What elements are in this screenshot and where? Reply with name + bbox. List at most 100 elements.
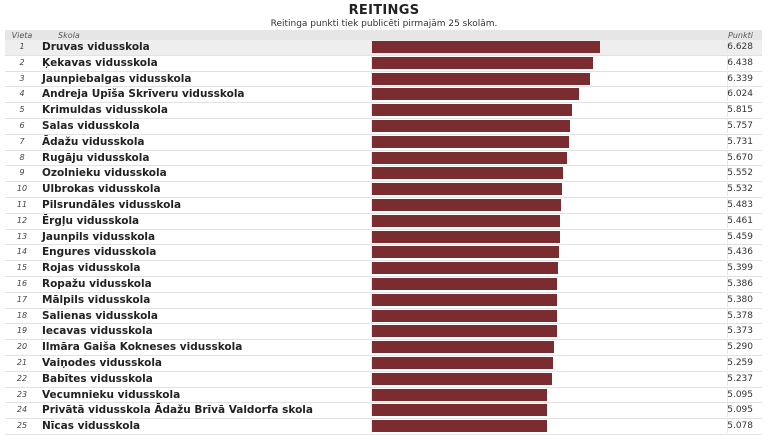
score-bar — [372, 420, 547, 433]
row-points: 5.731 — [727, 136, 753, 147]
row-bar-cell — [371, 419, 728, 434]
score-bar — [372, 388, 547, 401]
ranking-table: 1 Druvas vidusskola 6.628 2 Ķekavas vidussko… — [5, 40, 762, 435]
row-rank: 7 — [19, 136, 25, 146]
score-bar — [372, 167, 563, 180]
table-row: 7 Ādažu vidusskola 5.731 — [5, 134, 762, 151]
score-bar — [372, 230, 560, 243]
row-rank: 25 — [16, 421, 28, 431]
table-row: 14 Engures vidusskola 5.436 — [5, 245, 762, 262]
row-rank: 24 — [16, 405, 28, 415]
row-bar-cell — [371, 197, 728, 212]
row-school-name: Andreja Upīša Skrīveru vidusskola — [42, 88, 245, 101]
row-rank: 23 — [16, 389, 28, 399]
row-rank: 14 — [16, 247, 28, 257]
score-bar — [372, 325, 557, 338]
row-bar-cell — [371, 87, 728, 102]
row-school-name: Ropažu vidusskola — [42, 277, 152, 290]
row-school-name: Salas vidusskola — [42, 119, 140, 132]
score-bar — [372, 404, 547, 417]
row-points: 5.815 — [727, 105, 753, 116]
row-points: 5.237 — [727, 373, 753, 384]
row-points: 5.757 — [727, 120, 753, 131]
row-bar-cell — [371, 308, 728, 323]
row-rank: 13 — [16, 231, 28, 241]
score-bar — [372, 56, 593, 69]
row-bar-cell — [371, 276, 728, 291]
score-bar — [372, 104, 572, 117]
row-school-name: Salienas vidusskola — [42, 309, 158, 322]
row-school-name: Ozolnieku vidusskola — [42, 167, 167, 180]
row-rank: 2 — [19, 57, 25, 67]
table-row: 13 Jaunpils vidusskola 5.459 — [5, 229, 762, 246]
table-row: 4 Andreja Upīša Skrīveru vidusskola 6.024 — [5, 87, 762, 104]
row-rank: 12 — [16, 215, 28, 225]
row-bar-cell — [371, 324, 728, 339]
row-school-name: Mālpils vidusskola — [42, 293, 151, 306]
row-points: 5.483 — [727, 199, 753, 210]
table-row: 18 Salienas vidusskola 5.378 — [5, 308, 762, 325]
score-bar — [372, 262, 558, 275]
table-row: 1 Druvas vidusskola 6.628 — [5, 40, 762, 56]
table-row: 24 Privātā vidusskola Ādažu Brīvā Valdorf… — [5, 403, 762, 420]
table-row: 20 Ilmāra Gaiša Kokneses vidusskola 5.290 — [5, 340, 762, 356]
table-row: 9 Ozolnieku vidusskola 5.552 — [5, 166, 762, 183]
score-bar — [372, 41, 600, 53]
row-rank: 6 — [19, 120, 25, 130]
table-row: 8 Rugāju vidusskola 5.670 — [5, 150, 762, 167]
row-rank: 1 — [19, 42, 25, 51]
row-rank: 10 — [16, 184, 28, 194]
row-points: 6.628 — [727, 42, 753, 52]
table-row: 19 Iecavas vidusskola 5.373 — [5, 324, 762, 341]
row-rank: 19 — [16, 326, 28, 336]
row-school-name: Ādažu vidusskola — [42, 135, 145, 148]
row-rank: 11 — [16, 199, 28, 209]
table-row: 6 Salas vidusskola 5.757 — [5, 118, 762, 135]
row-rank: 17 — [16, 294, 28, 304]
row-points: 5.670 — [727, 152, 753, 163]
header-points: Punkti — [728, 31, 753, 40]
row-school-name: Vecumnieku vidusskola — [42, 388, 181, 401]
score-bar — [372, 372, 552, 385]
row-school-name: Ērgļu vidusskola — [42, 214, 140, 227]
score-bar — [372, 277, 557, 290]
row-points: 5.095 — [727, 405, 753, 416]
row-school-name: Privātā vidusskola Ādažu Brīvā Valdorfa … — [42, 404, 313, 417]
row-bar-cell — [371, 371, 728, 386]
row-bar-cell — [371, 245, 728, 260]
row-points: 5.095 — [727, 389, 753, 400]
table-header: Vieta Skola Punkti — [5, 30, 762, 41]
row-school-name: Krimuldas vidusskola — [42, 104, 168, 117]
score-bar — [372, 135, 569, 148]
row-bar-cell — [371, 182, 728, 197]
score-bar — [372, 88, 579, 101]
table-row: 10 Ulbrokas vidusskola 5.532 — [5, 182, 762, 198]
row-school-name: Jaunpils vidusskola — [42, 230, 156, 243]
row-rank: 22 — [16, 373, 28, 383]
row-rank: 8 — [19, 152, 25, 162]
header-school: Skola — [58, 31, 80, 40]
row-school-name: Ulbrokas vidusskola — [42, 183, 161, 196]
row-rank: 3 — [19, 73, 25, 83]
row-rank: 5 — [19, 105, 25, 115]
table-row: 2 Ķekavas vidusskola 6.438 — [5, 55, 762, 72]
row-points: 5.259 — [727, 357, 753, 368]
row-points: 5.436 — [727, 247, 753, 258]
row-bar-cell — [371, 118, 728, 133]
score-bar — [372, 246, 559, 259]
row-points: 6.339 — [727, 73, 753, 84]
row-points: 5.386 — [727, 278, 753, 289]
score-bar — [372, 214, 560, 227]
table-row: 15 Rojas vidusskola 5.399 — [5, 261, 762, 277]
header-rank: Vieta — [11, 31, 33, 40]
score-bar — [372, 72, 590, 85]
row-points: 6.438 — [727, 57, 753, 68]
row-bar-cell — [371, 355, 728, 370]
score-bar — [372, 293, 557, 306]
row-points: 5.459 — [727, 231, 753, 242]
table-row: 25 Nīcas vidusskola 5.078 — [5, 419, 762, 435]
score-bar — [372, 356, 553, 369]
row-school-name: Rojas vidusskola — [42, 262, 141, 275]
row-rank: 16 — [16, 278, 28, 288]
row-school-name: Rugāju vidusskola — [42, 151, 150, 164]
